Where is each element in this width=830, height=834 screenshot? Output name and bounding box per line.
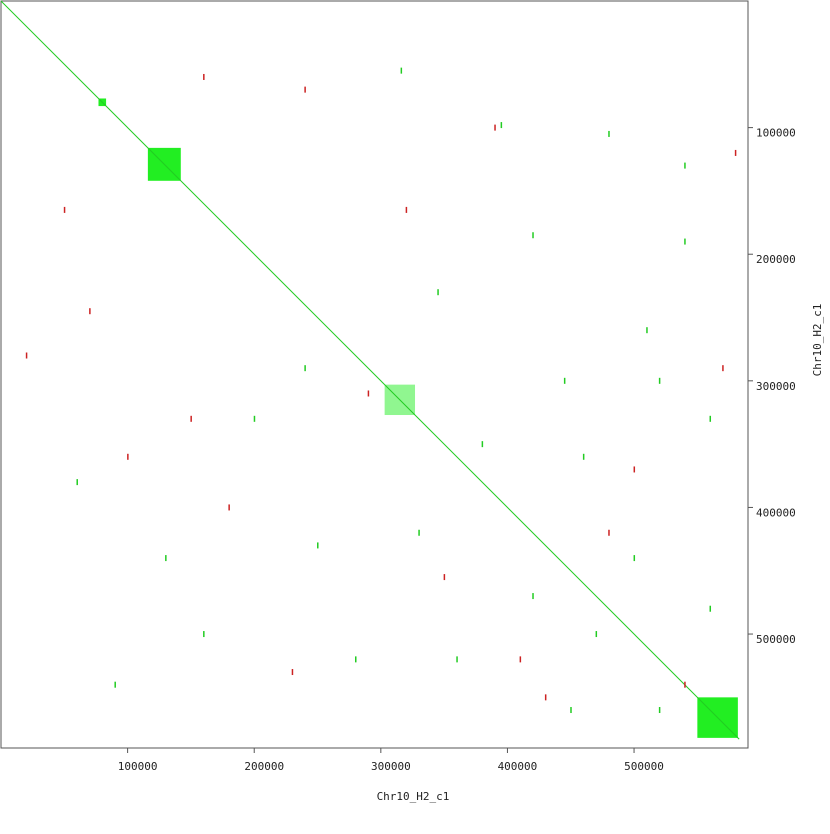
match-dot <box>633 555 636 562</box>
match-dot <box>684 162 686 169</box>
match-dot <box>367 390 370 397</box>
match-dot <box>63 206 66 213</box>
match-dot <box>203 631 205 638</box>
match-dot <box>658 707 661 714</box>
match-dot <box>400 67 403 74</box>
match-dot <box>709 605 712 612</box>
match-dot <box>734 149 737 156</box>
match-dot <box>228 504 230 511</box>
y-tick-label: 500000 <box>756 633 796 646</box>
match-dot <box>595 631 598 638</box>
plot-frame <box>0 0 749 749</box>
match-dot <box>570 707 572 714</box>
x-tick-label: 500000 <box>624 760 664 773</box>
match-dot <box>25 352 28 359</box>
y-axis-label: Chr10_H2_c1 <box>811 304 824 377</box>
x-tick-label: 400000 <box>498 760 538 773</box>
match-dot <box>709 415 712 422</box>
match-dot <box>582 453 585 460</box>
match-dot <box>722 365 724 372</box>
match-dot <box>405 206 408 213</box>
match-dot <box>203 73 205 80</box>
match-dot <box>544 694 547 701</box>
match-dot <box>418 529 420 536</box>
match-dot <box>646 327 648 334</box>
match-dot <box>608 529 610 536</box>
diagonal <box>0 0 740 740</box>
x-tick-label: 100000 <box>118 760 158 773</box>
match-dot <box>456 656 458 663</box>
match-dot <box>684 238 686 245</box>
x-tick-label: 300000 <box>371 760 411 773</box>
match-dot <box>532 593 534 600</box>
y-tick-label: 400000 <box>756 506 796 519</box>
match-dot <box>437 289 439 296</box>
match-dot <box>608 130 610 137</box>
y-tick-label: 200000 <box>756 253 796 266</box>
match-dot <box>633 466 636 473</box>
match-dot <box>114 681 116 688</box>
match-dot <box>500 122 503 129</box>
match-dot <box>127 453 129 460</box>
match-dot <box>658 377 661 384</box>
match-dot <box>563 377 566 384</box>
x-axis-label: Chr10_H2_c1 <box>377 790 450 803</box>
match-dot <box>532 232 534 239</box>
match-dot <box>443 574 446 581</box>
y-tick-label: 100000 <box>756 127 796 140</box>
match-dot <box>291 669 294 676</box>
match-dot <box>684 681 686 688</box>
y-tick-label: 300000 <box>756 380 796 393</box>
match-dot <box>317 542 319 549</box>
match-dot <box>355 656 357 663</box>
match-dot <box>304 365 306 372</box>
match-dot <box>89 308 91 315</box>
match-dot <box>165 555 167 562</box>
match-dot <box>304 86 306 93</box>
match-dot <box>519 656 522 663</box>
x-tick-label: 200000 <box>244 760 284 773</box>
match-dot <box>76 479 78 486</box>
match-dot <box>190 415 192 422</box>
match-dot <box>253 415 256 422</box>
match-dot <box>494 124 496 131</box>
match-dot <box>481 441 484 448</box>
